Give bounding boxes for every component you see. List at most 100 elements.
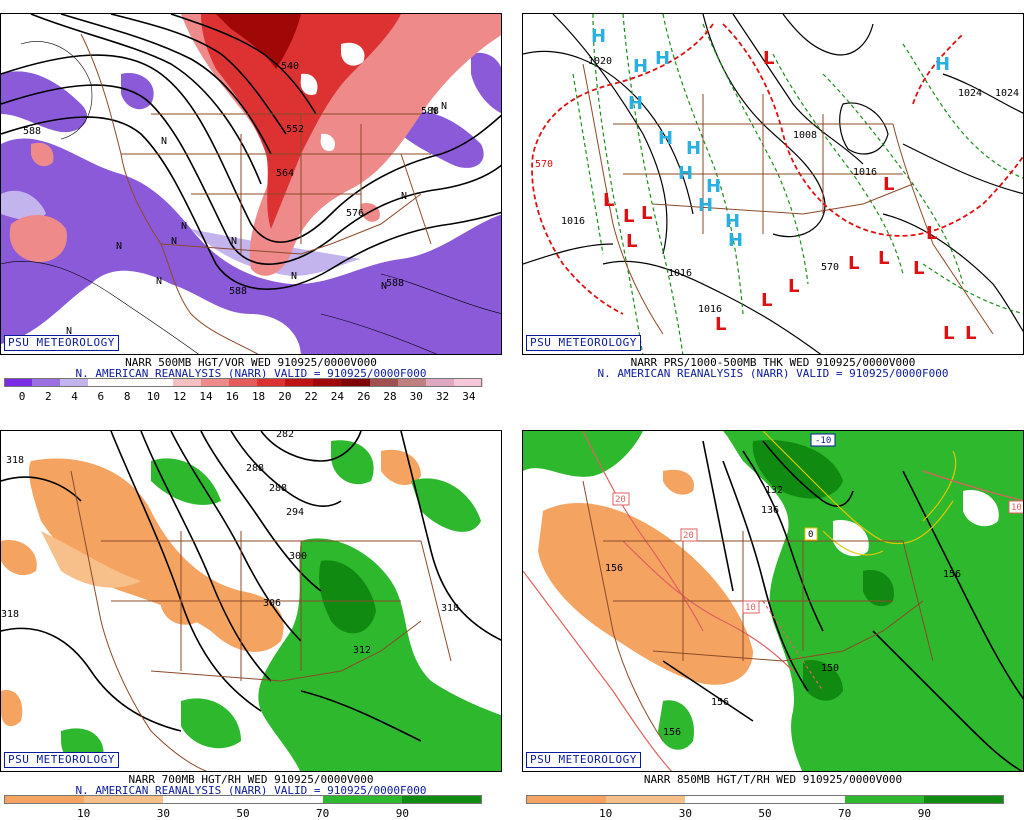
map-caption-title: NARR 850MB HGT/T/RH WED 910925/0000V000: [643, 773, 903, 786]
negative-vorticity-shading: [1, 52, 501, 354]
dry-air-shading: [538, 469, 753, 685]
colorbar-tick-label: 32: [435, 390, 450, 403]
low-pressure-mark: L: [763, 48, 774, 69]
vorticity-colorbar-labels: 0 2 4 6 8 10 12 14 16 18 20 22 24 26 28 30 32 34: [4, 390, 482, 403]
contour-label: 588: [23, 126, 41, 137]
vort-min-mark: N: [441, 101, 447, 112]
colorbar-outline: [4, 378, 482, 387]
thickness-570-lines: [531, 23, 1023, 315]
colorbar-segment: [144, 378, 174, 387]
colorbar-segment: [60, 378, 90, 387]
colorbar-tick-label: 20: [278, 390, 292, 403]
colorbar-segment: [4, 378, 33, 387]
colorbar-tick-label: 26: [357, 390, 371, 403]
lighter-dry-shading: [41, 531, 141, 588]
high-pressure-mark: H: [706, 176, 721, 197]
thickness-label: 570: [821, 262, 839, 273]
low-pressure-mark: L: [878, 248, 889, 269]
colorbar-segment: [163, 795, 244, 804]
map-caption-valid: N. AMERICAN REANALYSIS (NARR) VALID = 91…: [75, 784, 427, 797]
colorbar-segment: [341, 378, 371, 387]
pressure-map: H H H H H H H H H H H H L L L L L L: [522, 13, 1024, 355]
vorticity-map: N N N N N N N N N N N N 540 552 564 576 …: [0, 13, 502, 355]
contour-label: 294: [286, 507, 304, 518]
vort-min-mark: N: [116, 241, 122, 252]
colorbar-tick-label: 28: [383, 390, 397, 403]
vort-min-mark: N: [381, 281, 387, 292]
high-pressure-mark: H: [728, 230, 743, 251]
colorbar-tick-label: 12: [173, 390, 187, 403]
low-pressure-mark: L: [603, 190, 614, 211]
vort-min-mark: N: [291, 271, 297, 282]
low-pressure-mark: L: [943, 323, 954, 344]
isobar-label: 1020: [588, 56, 612, 67]
colorbar-segment: [844, 795, 925, 804]
vorticity-contours: [1, 41, 501, 354]
low-pressure-centers: L L L L L L L L L L L L L L L: [603, 48, 976, 344]
humidity-colorbar-labels: 10 30 50 70 90: [526, 807, 1004, 820]
colorbar-tick-label: 0: [18, 390, 26, 403]
colorbar-segment: [83, 795, 164, 804]
contour-label: 132: [765, 485, 783, 496]
thickness-label: 570: [535, 159, 553, 170]
contour-label: 540: [281, 61, 299, 72]
height-contours: [1, 431, 501, 742]
map-caption-title: NARR 500MB HGT/VOR WED 910925/0000V000: [125, 356, 377, 369]
vortex-highlights: [300, 42, 365, 152]
vort-min-mark: N: [181, 221, 187, 232]
isotherm-label: 0: [808, 530, 813, 540]
high-pressure-mark: H: [935, 54, 950, 75]
high-pressure-mark: H: [686, 138, 701, 159]
isobar-label: 1024: [995, 88, 1019, 99]
colorbar-segment: [397, 378, 427, 387]
vort-min-mark: N: [171, 236, 177, 247]
contour-label: 318: [441, 603, 459, 614]
colorbar-segment: [402, 795, 483, 804]
vort-min-mark: N: [66, 326, 72, 337]
contour-label: 312: [353, 645, 371, 656]
contour-label: 156: [943, 569, 961, 580]
contour-label: 136: [761, 505, 779, 516]
isotherm-label: -10: [815, 436, 831, 446]
contour-label: 306: [263, 598, 281, 609]
colorbar-tick-label: 34: [462, 390, 476, 403]
isobar-label: 1016: [853, 167, 877, 178]
humidity-850-map: 132 136 150 156 156 156 156 -10 0 10 20 …: [522, 430, 1024, 772]
colorbar-tick-label: 14: [199, 390, 213, 403]
psu-meteorology-badge: PSU METEOROLOGY: [526, 335, 641, 351]
colorbar-tick-label: 24: [330, 390, 345, 403]
contour-label: 318: [1, 609, 19, 620]
low-pressure-mark: L: [848, 253, 859, 274]
contour-label: 318: [6, 455, 24, 466]
vort-min-mark: N: [161, 136, 167, 147]
low-pressure-mark: L: [715, 314, 726, 335]
contour-label: 588: [421, 106, 439, 117]
psu-meteorology-badge: PSU METEOROLOGY: [526, 752, 641, 768]
colorbar-segment: [116, 378, 146, 387]
isobar-label: 1016: [561, 216, 585, 227]
high-pressure-mark: H: [678, 163, 693, 184]
colorbar-tick-label: 50: [236, 807, 250, 820]
colorbar-outline: [526, 795, 1004, 804]
colorbar-segment: [453, 378, 483, 387]
colorbar-tick-label: 10: [77, 807, 91, 820]
contour-label: 588: [386, 278, 404, 289]
high-pressure-mark: H: [655, 48, 670, 69]
isotherm-label: 20: [615, 495, 626, 505]
colorbar-segment: [924, 795, 1005, 804]
isobar-label: 1016: [668, 268, 692, 279]
contour-label: 156: [711, 697, 729, 708]
map-caption-title: NARR PRS/1000-500MB THK WED 910925/0000V…: [630, 356, 916, 369]
geography-borders: [582, 63, 994, 335]
high-pressure-mark: H: [725, 211, 740, 232]
isotherm-labels: -10 0 10 20 20 10: [612, 433, 1023, 614]
map-caption-valid: N. AMERICAN REANALYSIS (NARR) VALID = 91…: [597, 367, 949, 380]
height-contour-labels: 282 288 288 294 300 306 312 318 318 318: [1, 431, 459, 656]
high-pressure-mark: H: [591, 26, 606, 47]
isobars: [523, 14, 1023, 354]
contour-label: 150: [821, 663, 839, 674]
isobar-label: 1008: [793, 130, 817, 141]
contour-label: 156: [605, 563, 623, 574]
contour-label: 300: [289, 551, 307, 562]
colorbar-segment: [228, 378, 258, 387]
